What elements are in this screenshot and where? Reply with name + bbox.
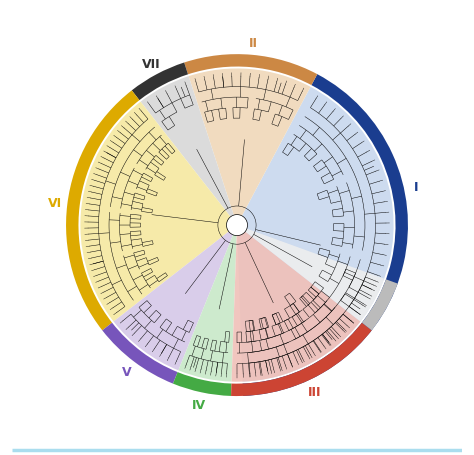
Wedge shape	[237, 226, 384, 322]
Wedge shape	[231, 226, 360, 382]
Wedge shape	[141, 77, 237, 226]
Wedge shape	[362, 280, 398, 331]
Wedge shape	[178, 226, 237, 382]
Text: VII: VII	[142, 57, 160, 71]
Text: III: III	[308, 385, 321, 398]
Wedge shape	[231, 323, 372, 396]
Text: VI: VI	[48, 197, 62, 210]
Wedge shape	[184, 55, 317, 86]
Circle shape	[227, 215, 247, 236]
Wedge shape	[66, 91, 139, 331]
Text: V: V	[122, 365, 131, 378]
Text: IV: IV	[192, 398, 206, 411]
Text: I: I	[414, 181, 419, 194]
Wedge shape	[132, 63, 188, 101]
Wedge shape	[189, 69, 310, 226]
Text: II: II	[248, 37, 257, 50]
Wedge shape	[102, 323, 178, 384]
Wedge shape	[237, 88, 393, 382]
Wedge shape	[173, 372, 231, 396]
Wedge shape	[243, 75, 408, 396]
Wedge shape	[114, 226, 237, 370]
Wedge shape	[81, 102, 237, 322]
